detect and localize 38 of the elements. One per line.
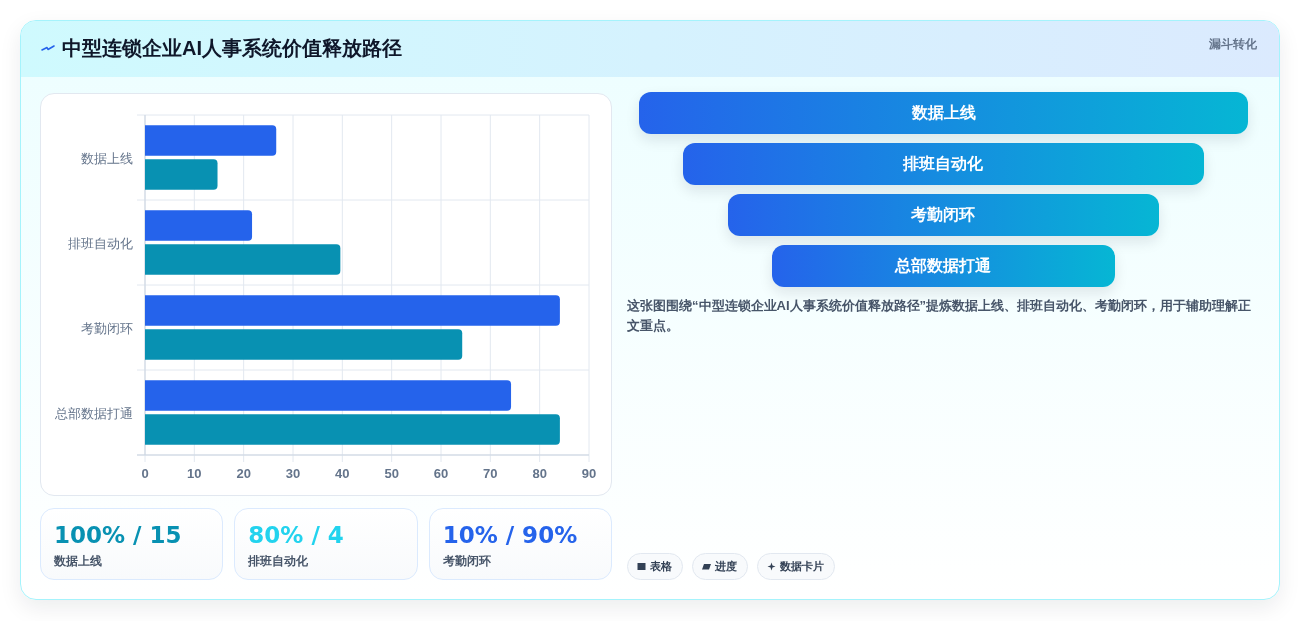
y-tick-label: 数据上线 [81, 150, 133, 166]
y-tick-label: 总部数据打通 [54, 405, 133, 421]
bar [145, 414, 560, 445]
bar [145, 125, 277, 156]
category-label: 考勤闭环 [727, 194, 1160, 236]
x-tick-label: 50 [384, 466, 399, 481]
category-label: 总部数据打通 [772, 245, 1115, 287]
text: 80% / 4 [248, 522, 344, 548]
x-tick-label: 70 [483, 466, 498, 481]
bar [145, 329, 463, 360]
chart-title: 中型连锁企业AI人事系统价值释放路径 [62, 36, 403, 61]
bar [145, 244, 341, 275]
text: 数据卡片 [780, 559, 824, 574]
x-tick-label: 60 [433, 466, 449, 481]
x-tick-label: 10 [187, 466, 202, 481]
x-tick-label: 0 [141, 466, 149, 481]
text: 这张图围绕“中型连锁企业AI人事系统价值释放路径”提炼数据上线、排班自动化、考勤闭环，用于辅助理解正文重点。 [627, 297, 1252, 335]
x-tick-label: 80 [532, 466, 547, 481]
x-tick-label: 20 [236, 466, 251, 481]
category-label: 数据上线 [54, 553, 103, 570]
category-label: 排班自动化 [248, 553, 310, 570]
x-tick-label: 90 [581, 466, 597, 481]
x-tick-label: 40 [335, 466, 350, 481]
text: 进度 [715, 559, 737, 574]
category-label: 排班自动化 [683, 143, 1204, 185]
y-tick-label: 排班自动化 [68, 235, 133, 251]
text: 表格 [650, 559, 672, 574]
y-tick-label: 考勤闭环 [81, 320, 133, 336]
text: 漏斗转化 [1208, 36, 1257, 53]
bar [145, 159, 218, 190]
bar [145, 295, 560, 326]
text: 10% / 90% [442, 522, 578, 548]
bar [145, 210, 253, 241]
bar [145, 380, 512, 411]
category-label: 考勤闭环 [442, 553, 492, 570]
text: 100% / 15 [54, 522, 182, 548]
category-label: 数据上线 [639, 92, 1248, 134]
x-tick-label: 30 [285, 466, 301, 481]
